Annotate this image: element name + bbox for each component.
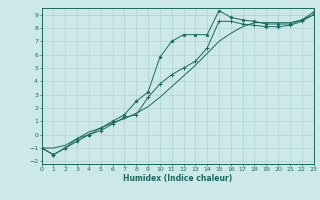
X-axis label: Humidex (Indice chaleur): Humidex (Indice chaleur)	[123, 174, 232, 183]
